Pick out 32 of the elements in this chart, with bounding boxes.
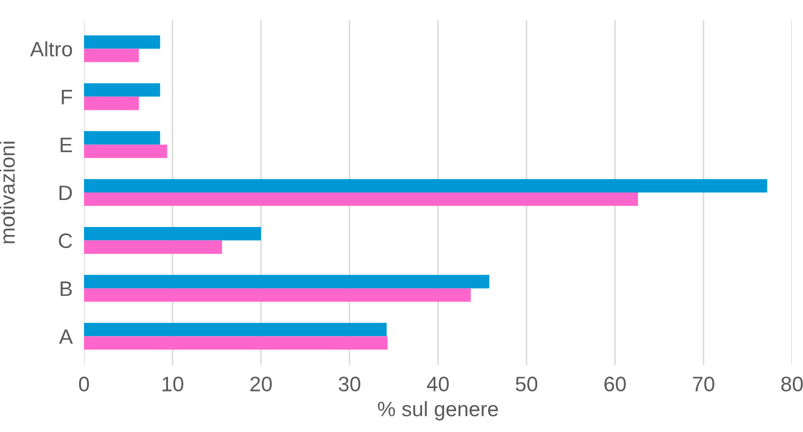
x-tick-label: 30 [338,376,360,392]
bar [84,131,160,145]
x-tick-label: 0 [79,376,89,392]
bar [84,144,168,158]
bar [84,240,222,254]
bar [84,96,139,110]
x-tick-label: 20 [250,376,272,392]
x-axis-title: % sul genere [378,401,498,421]
y-tick-label: F [62,90,72,104]
bar [84,336,388,350]
y-tick-label: B [60,282,72,296]
x-tick-label: 50 [516,376,538,392]
bar [84,322,387,336]
bar [84,48,139,62]
y-axis-title: motivazioni [0,142,15,244]
y-tick-label: C [58,233,72,248]
bar [84,83,160,97]
bar [84,179,768,192]
bar [84,35,160,49]
x-tick-label: 70 [692,376,714,392]
bar [84,274,490,288]
bar [84,192,638,206]
x-tick-label: 10 [162,376,184,392]
x-tick-label: 40 [426,376,449,392]
y-tick-label: A [59,329,73,344]
x-tick-label: 60 [604,376,626,392]
y-tick-label: Altro [30,41,72,57]
bar [84,288,471,302]
x-tick-label: 80 [781,376,803,392]
bar [84,227,261,240]
y-tick-label: E [60,138,72,152]
y-tick-label: D [60,186,72,200]
